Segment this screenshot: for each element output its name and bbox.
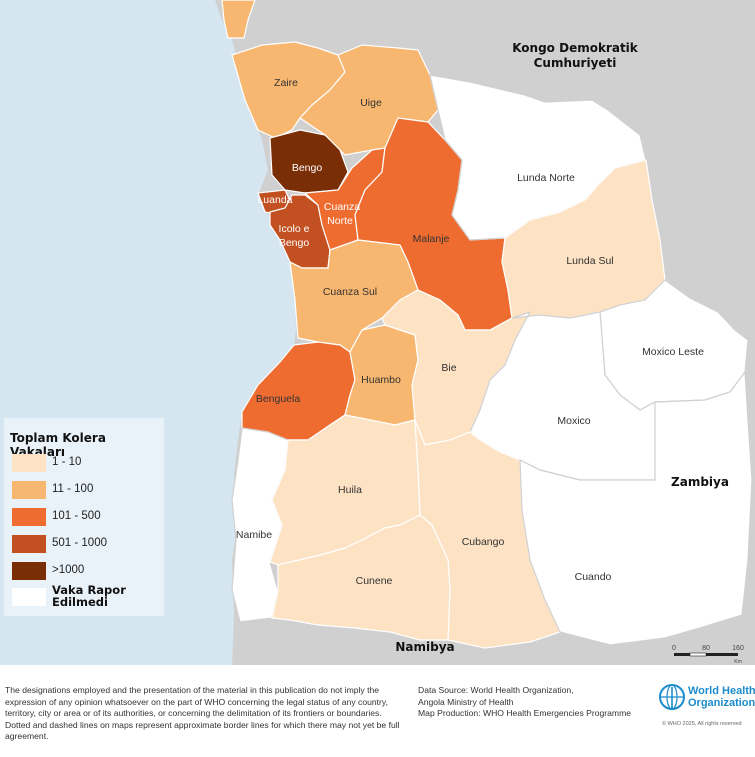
legend-label: 1 - 10 xyxy=(52,456,82,468)
province-label-malanje: Malanje xyxy=(413,233,450,245)
legend-label: >1000 xyxy=(52,564,85,576)
province-label-luanda: Luanda xyxy=(257,194,292,206)
legend-swatch xyxy=(12,535,46,553)
legend-swatch xyxy=(12,588,46,606)
scale-tick-label: 80 xyxy=(702,645,710,652)
province-label-cuanza-sul: Cuanza Sul xyxy=(323,286,377,298)
country-label-drc-line2: Cumhuriyeti xyxy=(534,56,617,70)
legend-item-501-1000: 501 - 1000 xyxy=(12,535,162,555)
province-label-benguela: Benguela xyxy=(256,393,301,405)
province-label-huambo: Huambo xyxy=(361,374,401,386)
province-label-icolo-e-bengo-line1: Icolo e xyxy=(279,223,310,235)
map-area: Kongo Demokratik Cumhuriyeti Zambiya Nam… xyxy=(0,0,755,665)
legend-item-101-500: 101 - 500 xyxy=(12,508,162,528)
who-name-line2: Organization xyxy=(688,697,755,709)
province-label-namibe: Namibe xyxy=(236,529,272,541)
legend-item-1-10: 1 - 10 xyxy=(12,454,162,474)
province-label-uige: Uige xyxy=(360,97,382,109)
province-label-icolo-e-bengo-line2: Bengo xyxy=(279,237,310,249)
legend-swatch xyxy=(12,508,46,526)
angola-map: Kongo Demokratik Cumhuriyeti Zambiya Nam… xyxy=(0,0,755,665)
legend-label: Vaka Rapor Edilmedi xyxy=(52,583,126,609)
province-label-cuando: Cuando xyxy=(575,571,612,583)
legend-label: 501 - 1000 xyxy=(52,537,107,549)
data-source-text-2: Angola Ministry of Health xyxy=(418,696,514,707)
scale-tick-label: 0 xyxy=(672,645,676,652)
map-legend: Toplam Kolera Vakaları 1 - 10 11 - 100 1… xyxy=(4,418,164,616)
scale-bar: 0 80 160 Km xyxy=(668,641,748,665)
province-label-zaire: Zaire xyxy=(274,77,298,89)
who-name-line1: World Health xyxy=(688,685,755,697)
province-label-cunene: Cunene xyxy=(356,575,393,587)
province-label-bengo: Bengo xyxy=(292,162,323,174)
source-block: Data Source: World Health Organization, … xyxy=(418,685,648,720)
legend-item-over-1000: >1000 xyxy=(12,562,162,582)
province-cunene xyxy=(271,514,451,641)
legend-label: 101 - 500 xyxy=(52,510,101,522)
province-label-lunda-norte: Lunda Norte xyxy=(517,172,575,184)
country-label-zambia: Zambiya xyxy=(671,475,729,489)
province-label-lunda-sul: Lunda Sul xyxy=(566,255,613,267)
province-label-cuanza-norte-line2: Norte xyxy=(327,215,353,227)
province-label-bie: Bie xyxy=(441,362,456,374)
province-label-huila: Huila xyxy=(338,484,362,496)
country-label-namibia: Namibya xyxy=(395,640,454,654)
province-cabinda xyxy=(221,0,256,39)
who-logo: World Health Organization © WHO 2025, Al… xyxy=(658,681,755,731)
scale-tick-label: 160 xyxy=(732,645,744,652)
province-cuando xyxy=(519,370,753,646)
who-copyright: © WHO 2025, All rights reserved xyxy=(662,721,742,727)
province-label-cubango: Cubango xyxy=(462,536,505,548)
scale-unit: Km xyxy=(734,659,742,665)
province-label-cuanza-norte-line1: Cuanza xyxy=(324,201,360,213)
disclaimer-text: The designations employed and the presen… xyxy=(5,685,400,741)
legend-swatch xyxy=(12,562,46,580)
legend-item-11-100: 11 - 100 xyxy=(12,481,162,501)
legend-swatch xyxy=(12,454,46,472)
data-source-text: Data Source: World Health Organization, xyxy=(418,685,574,695)
legend-swatch xyxy=(12,481,46,499)
province-label-moxico-leste: Moxico Leste xyxy=(642,346,704,358)
footer: The designations employed and the presen… xyxy=(0,665,755,757)
country-label-drc-line1: Kongo Demokratik xyxy=(512,41,639,55)
who-emblem-icon xyxy=(659,684,685,710)
legend-label: 11 - 100 xyxy=(52,483,94,495)
province-label-moxico: Moxico xyxy=(557,415,590,427)
map-production-text: Map Production: WHO Health Emergencies P… xyxy=(418,708,632,718)
legend-item-not-reported: Vaka Rapor Edilmedi xyxy=(12,584,162,608)
province-bengo xyxy=(269,129,349,194)
